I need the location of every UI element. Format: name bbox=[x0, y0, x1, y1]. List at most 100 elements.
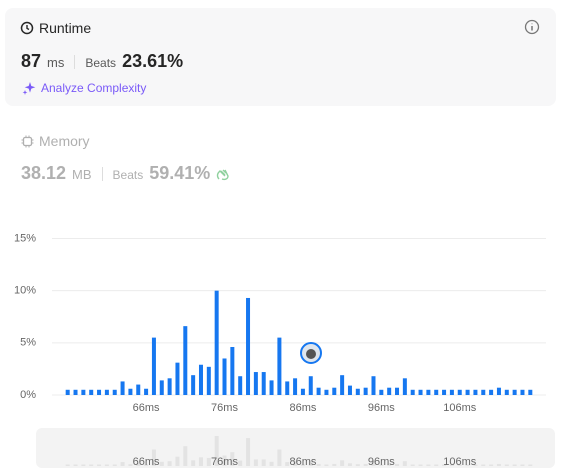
overview-bar bbox=[261, 459, 266, 466]
bar bbox=[355, 388, 360, 395]
bar bbox=[104, 389, 109, 395]
sparkle-icon bbox=[22, 82, 36, 95]
bar bbox=[504, 389, 509, 395]
x-tick-label: 106ms bbox=[443, 402, 477, 414]
bar bbox=[410, 389, 415, 395]
memory-unit: MB bbox=[72, 167, 92, 182]
bar bbox=[128, 388, 133, 395]
bar bbox=[293, 378, 298, 395]
x-tick-label: 86ms bbox=[289, 402, 316, 414]
overview-bar bbox=[457, 464, 462, 466]
overview-brush[interactable] bbox=[36, 428, 555, 468]
overview-bar bbox=[387, 463, 392, 466]
bar bbox=[136, 384, 141, 395]
bar bbox=[73, 389, 78, 395]
bar bbox=[120, 381, 125, 395]
bar bbox=[340, 375, 345, 395]
separator bbox=[101, 166, 103, 181]
memory-value: 38.12 bbox=[21, 163, 67, 183]
overview-bar bbox=[81, 464, 86, 466]
bar bbox=[395, 387, 400, 395]
wave-icon bbox=[217, 169, 229, 180]
overview-bar bbox=[300, 464, 305, 466]
overview-bar bbox=[316, 463, 321, 466]
runtime-row: 87 ms Beats 23.61% bbox=[21, 51, 183, 72]
overview-tick-label: 66ms bbox=[133, 456, 160, 468]
x-tick-label: 66ms bbox=[133, 402, 160, 414]
overview-tick-label: 96ms bbox=[368, 456, 395, 468]
overview-bar bbox=[183, 446, 188, 466]
overview-bar bbox=[355, 464, 360, 466]
memory-header: Memory bbox=[21, 133, 90, 149]
bar bbox=[473, 389, 478, 395]
bar bbox=[528, 389, 533, 395]
bar bbox=[379, 389, 384, 395]
overview-bar bbox=[340, 460, 345, 466]
overview-bar bbox=[89, 464, 94, 466]
bar bbox=[308, 376, 313, 395]
overview-bar bbox=[144, 464, 149, 466]
overview-bar bbox=[136, 463, 141, 466]
overview-bar bbox=[504, 464, 509, 466]
bar bbox=[253, 372, 258, 395]
bar bbox=[246, 297, 251, 395]
overview-bar bbox=[489, 464, 494, 466]
overview-bar bbox=[371, 460, 376, 466]
overview-bar bbox=[97, 464, 102, 466]
bar bbox=[434, 389, 439, 395]
y-tick-label: 5% bbox=[20, 337, 36, 349]
chip-icon bbox=[21, 135, 34, 147]
separator bbox=[74, 54, 76, 69]
overview-bar bbox=[269, 461, 274, 466]
bar bbox=[387, 387, 392, 395]
overview-bar bbox=[434, 464, 439, 466]
overview-bar bbox=[112, 464, 117, 466]
overview-bar bbox=[418, 464, 423, 466]
runtime-title: Runtime bbox=[39, 20, 92, 36]
runtime-header: Runtime bbox=[20, 20, 91, 36]
analyze-link[interactable]: Analyze Complexity bbox=[21, 80, 146, 96]
bar bbox=[489, 389, 494, 395]
overview-bar bbox=[402, 461, 407, 466]
bar bbox=[457, 389, 462, 395]
beats-label: Beats bbox=[85, 56, 117, 70]
overview-bar bbox=[285, 462, 290, 466]
bar bbox=[426, 389, 431, 395]
bar bbox=[520, 389, 525, 395]
beats-label: Beats bbox=[112, 168, 144, 182]
bar bbox=[175, 362, 180, 395]
overview-bar bbox=[496, 463, 501, 466]
overview-bar bbox=[151, 449, 156, 466]
bar bbox=[198, 364, 203, 395]
bar bbox=[300, 388, 305, 395]
memory-beats: 59.41% bbox=[149, 163, 211, 183]
overview-tick-label: 76ms bbox=[211, 456, 238, 468]
bar bbox=[277, 337, 282, 395]
memory-title: Memory bbox=[39, 133, 90, 149]
analyze-text[interactable]: Analyze Complexity bbox=[41, 81, 147, 95]
overview-bar bbox=[222, 455, 227, 466]
bar bbox=[97, 389, 102, 395]
avatar-face bbox=[306, 349, 316, 359]
overview-bar bbox=[308, 460, 313, 466]
bar bbox=[261, 372, 266, 395]
bar bbox=[151, 337, 156, 395]
overview-bar bbox=[512, 464, 517, 466]
overview-bar bbox=[473, 464, 478, 466]
overview-bar bbox=[442, 464, 447, 466]
overview-bar bbox=[128, 464, 133, 466]
bar bbox=[89, 389, 94, 395]
overview-bar bbox=[449, 464, 454, 466]
info-icon[interactable] bbox=[524, 19, 540, 35]
bar bbox=[183, 326, 188, 395]
overview-bar bbox=[206, 457, 211, 466]
bar bbox=[371, 376, 376, 395]
overview-bar bbox=[520, 464, 525, 466]
bar bbox=[363, 387, 368, 395]
runtime-beats: 23.61% bbox=[122, 51, 184, 71]
overview-bar bbox=[246, 438, 251, 466]
x-tick-label: 76ms bbox=[211, 402, 238, 414]
overview-bar bbox=[167, 461, 172, 466]
